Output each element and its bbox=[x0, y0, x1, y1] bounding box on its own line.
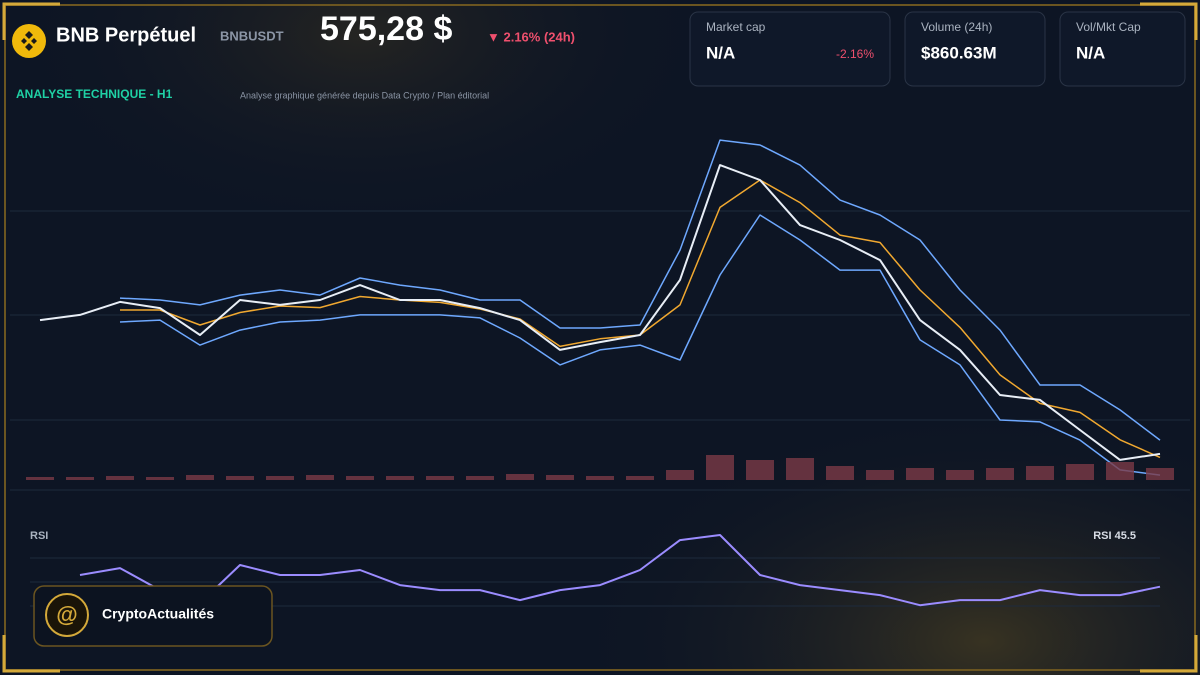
card bbox=[904, 11, 1046, 87]
brand-name: CryptoActualités bbox=[102, 606, 214, 622]
volume-bar bbox=[1066, 464, 1094, 480]
symbol: BNBUSDT bbox=[220, 28, 284, 43]
volume-bar bbox=[546, 475, 574, 480]
volume-bar bbox=[1146, 468, 1174, 480]
volume-bar bbox=[1106, 462, 1134, 480]
volume-bar bbox=[866, 470, 894, 480]
volume-bar bbox=[346, 476, 374, 480]
card-value: N/A bbox=[706, 43, 735, 62]
volume-bar bbox=[626, 476, 654, 480]
volume-bar bbox=[946, 470, 974, 480]
series-line bbox=[119, 139, 1161, 441]
series-line bbox=[119, 214, 1161, 476]
volume-bar bbox=[106, 476, 134, 480]
volume-bar bbox=[146, 477, 174, 480]
volume-bar bbox=[26, 477, 54, 480]
frame bbox=[4, 4, 1196, 671]
volume-bar bbox=[306, 475, 334, 480]
asset-title: BNB Perpétuel bbox=[56, 24, 196, 46]
card bbox=[1059, 11, 1186, 87]
volume-bar bbox=[1026, 466, 1054, 480]
card-value: $860.63M bbox=[921, 43, 997, 62]
card bbox=[689, 11, 891, 87]
volume-bar bbox=[226, 476, 254, 480]
series-line bbox=[39, 164, 1161, 461]
card-label: Market cap bbox=[706, 20, 766, 34]
volume-bar bbox=[426, 476, 454, 480]
price: 575,28 $ bbox=[320, 10, 452, 48]
brand-box bbox=[33, 585, 273, 647]
volume-bar bbox=[266, 476, 294, 480]
volume-bar bbox=[186, 475, 214, 480]
series-line bbox=[79, 534, 1161, 607]
section-subtitle: Analyse graphique générée depuis Data Cr… bbox=[240, 90, 489, 100]
card-label: Vol/Mkt Cap bbox=[1076, 20, 1141, 34]
volume-bar bbox=[586, 476, 614, 480]
brand-icon bbox=[45, 593, 89, 637]
volume-bar bbox=[906, 468, 934, 480]
bnb-icon bbox=[12, 24, 46, 58]
section-title: ANALYSE TECHNIQUE - H1 bbox=[16, 87, 173, 101]
volume-bar bbox=[786, 458, 814, 480]
bnb-glyph bbox=[21, 31, 37, 51]
volume-bar bbox=[986, 468, 1014, 480]
volume-bar bbox=[746, 460, 774, 480]
card-note: -2.16% bbox=[836, 47, 874, 61]
volume-bar bbox=[466, 476, 494, 480]
card-value: N/A bbox=[1076, 43, 1105, 62]
price-change: ▼ 2.16% (24h) bbox=[487, 29, 575, 44]
plots bbox=[26, 139, 1174, 607]
brand-glyph: @ bbox=[56, 602, 77, 627]
rsi-value: RSI 45.5 bbox=[1093, 530, 1136, 542]
volume-bar bbox=[386, 476, 414, 480]
volume-bar bbox=[506, 474, 534, 480]
volume-bar bbox=[826, 466, 854, 480]
rsi-title: RSI bbox=[30, 530, 48, 542]
volume-bar bbox=[66, 477, 94, 480]
volume-bar bbox=[666, 470, 694, 480]
card-label: Volume (24h) bbox=[921, 20, 992, 34]
volume-bar bbox=[706, 455, 734, 480]
